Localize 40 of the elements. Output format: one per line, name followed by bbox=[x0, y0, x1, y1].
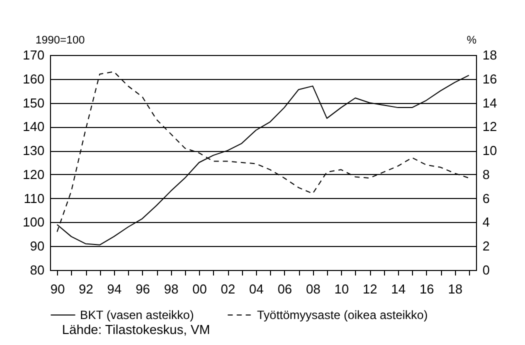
x-tick-label: 02 bbox=[220, 282, 236, 296]
x-tick-label: 16 bbox=[420, 282, 434, 296]
y2-tick-label: 10 bbox=[482, 143, 497, 158]
x-tick-label: 06 bbox=[278, 282, 292, 296]
y2-tick-label: 12 bbox=[482, 119, 497, 134]
x-tick-label: 04 bbox=[249, 282, 264, 296]
y2-tick-label: 4 bbox=[482, 214, 490, 230]
x-tick-label: 98 bbox=[164, 282, 178, 296]
y-tick-label: 90 bbox=[30, 238, 44, 254]
y-tick-label: 160 bbox=[22, 71, 44, 86]
y-tick-label: 150 bbox=[22, 95, 44, 110]
y2-tick-label: 8 bbox=[482, 166, 490, 182]
y2-tick-label: 0 bbox=[482, 262, 490, 278]
legend-label: BKT (vasen asteikko) bbox=[80, 308, 194, 322]
legend-label: Työttömyysaste (oikea asteikko) bbox=[257, 308, 428, 322]
y2-tick-label: 18 bbox=[482, 48, 497, 62]
x-tick-label: 12 bbox=[362, 282, 378, 296]
x-tick-label: 08 bbox=[306, 282, 320, 296]
x-tick-label: 94 bbox=[107, 282, 122, 296]
y-tick-label: 120 bbox=[22, 166, 44, 182]
x-tick-label: 00 bbox=[192, 282, 207, 296]
y-axis-title: 1990=100 bbox=[36, 34, 85, 46]
x-tick-label: 96 bbox=[136, 282, 150, 296]
x-tick-label: 90 bbox=[50, 282, 65, 296]
y2-axis-title: % bbox=[466, 34, 477, 46]
x-tick-label: 14 bbox=[391, 282, 406, 296]
x-tick-label: 10 bbox=[334, 282, 349, 296]
y2-tick-label: 6 bbox=[482, 190, 490, 206]
y2-tick-label: 2 bbox=[482, 238, 490, 254]
y2-tick-label: 16 bbox=[482, 71, 497, 86]
y-tick-label: 80 bbox=[30, 262, 44, 278]
y-tick-label: 100 bbox=[22, 214, 44, 230]
y-tick-label: 110 bbox=[24, 190, 44, 206]
y-tick-label: 130 bbox=[22, 143, 44, 158]
y-tick-label: 140 bbox=[22, 119, 44, 134]
x-tick-label: 92 bbox=[78, 282, 94, 296]
y-tick-label: 170 bbox=[22, 48, 44, 62]
text: Lähde: Tilastokeskus, VM bbox=[62, 322, 210, 337]
y2-tick-label: 14 bbox=[482, 95, 497, 110]
x-tick-label: 18 bbox=[448, 282, 462, 296]
